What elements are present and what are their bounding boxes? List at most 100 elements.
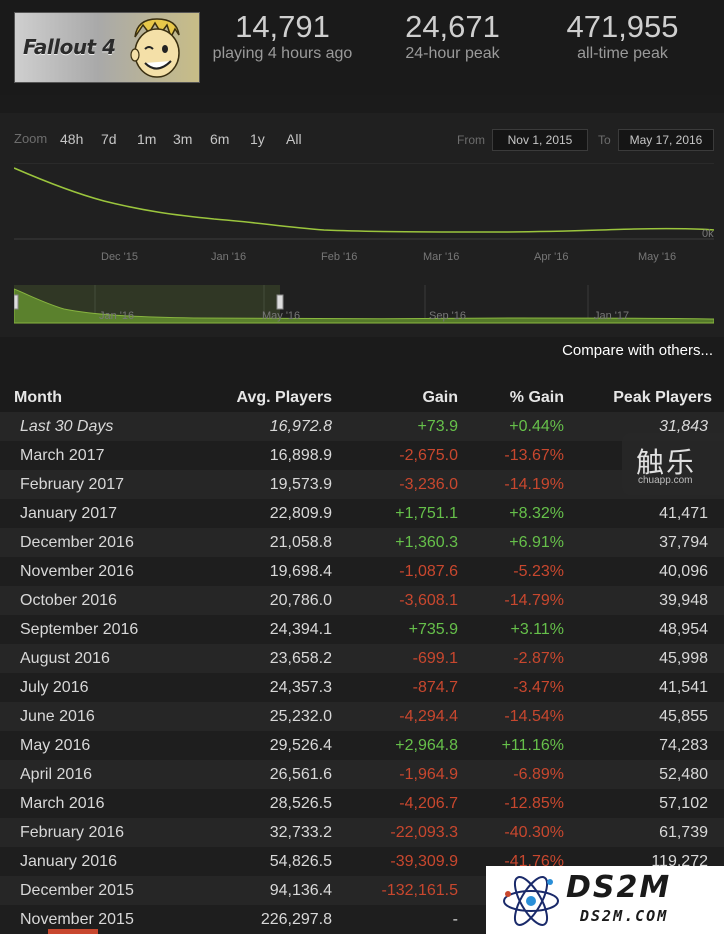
month-cell: February 2016 bbox=[0, 818, 200, 847]
nav-tick-label: Jan '16 bbox=[99, 310, 134, 322]
nav-tick-label: May '16 bbox=[262, 310, 300, 322]
logo-text: Fallout 4 bbox=[23, 35, 116, 59]
zoom-all-button[interactable]: All bbox=[286, 131, 302, 147]
game-header: Fallout 4 14,791 playing 4 hours ago 24,… bbox=[0, 0, 724, 95]
avg-players-cell: 22,809.9 bbox=[200, 499, 332, 528]
avg-players-cell: 21,058.8 bbox=[200, 528, 332, 557]
avg-players-cell: 54,826.5 bbox=[200, 847, 332, 876]
peak-players-cell: 41,471 bbox=[564, 499, 724, 528]
gain-cell: -874.7 bbox=[332, 673, 458, 702]
month-cell: June 2016 bbox=[0, 702, 200, 731]
zoom-3m-button[interactable]: 3m bbox=[173, 131, 193, 147]
table-row: January 2017 22,809.9 +1,751.1 +8.32% 41,471 bbox=[0, 499, 724, 528]
avg-players-cell: 23,658.2 bbox=[200, 644, 332, 673]
gain-cell: -22,093.3 bbox=[332, 818, 458, 847]
month-cell: September 2016 bbox=[0, 615, 200, 644]
avg-players-cell: 26,561.6 bbox=[200, 760, 332, 789]
peak-players-cell: 40,096 bbox=[564, 557, 724, 586]
avg-players-cell: 16,898.9 bbox=[200, 441, 332, 470]
gain-cell: -1,087.6 bbox=[332, 557, 458, 586]
month-cell: November 2015 bbox=[0, 905, 200, 934]
table-row: August 2016 23,658.2 -699.1 -2.87% 45,998 bbox=[0, 644, 724, 673]
navigator-chart[interactable]: Jan '16 May '16 Sep '16 Jan '17 bbox=[14, 285, 714, 325]
from-label: From bbox=[457, 133, 485, 147]
gain-cell: +73.9 bbox=[332, 412, 458, 441]
x-tick-label: Feb '16 bbox=[321, 251, 357, 263]
nav-tick-label: Sep '16 bbox=[429, 310, 466, 322]
scroll-indicator bbox=[48, 929, 98, 934]
month-cell: December 2015 bbox=[0, 876, 200, 905]
vault-boy-icon bbox=[130, 18, 180, 78]
peak-players-header[interactable]: Peak Players bbox=[564, 383, 724, 412]
peak-players-cell: 45,855 bbox=[564, 702, 724, 731]
player-chart-panel: Zoom 48h 7d 1m 3m 6m 1y All From Nov 1, … bbox=[0, 113, 724, 337]
avg-players-cell: 24,357.3 bbox=[200, 673, 332, 702]
watermark-text: 触乐 bbox=[636, 447, 697, 478]
gain-cell: +1,751.1 bbox=[332, 499, 458, 528]
avg-players-cell: 32,733.2 bbox=[200, 818, 332, 847]
pct-gain-cell: +8.32% bbox=[458, 499, 564, 528]
zoom-48h-button[interactable]: 48h bbox=[60, 131, 84, 147]
gain-cell: -3,608.1 bbox=[332, 586, 458, 615]
x-tick-label: Apr '16 bbox=[534, 251, 569, 263]
pct-gain-cell: -2.87% bbox=[458, 644, 564, 673]
player-count-line bbox=[14, 167, 714, 233]
compare-with-others-link[interactable]: Compare with others... bbox=[562, 342, 713, 359]
atom-icon bbox=[503, 876, 559, 926]
peak-players-cell: 37,794 bbox=[564, 528, 724, 557]
peak-players-cell: 74,283 bbox=[564, 731, 724, 760]
peak-players-cell: 48,954 bbox=[564, 615, 724, 644]
pct-gain-cell: +6.91% bbox=[458, 528, 564, 557]
table-row: February 2016 32,733.2 -22,093.3 -40.30% 61,… bbox=[0, 818, 724, 847]
table-row: November 2015 226,297.8- bbox=[0, 905, 724, 934]
gain-cell: -3,236.0 bbox=[332, 470, 458, 499]
zoom-7d-button[interactable]: 7d bbox=[101, 131, 117, 147]
table-row: September 2016 24,394.1 +735.9 +3.11% 48,954 bbox=[0, 615, 724, 644]
watermark-url: chuapp.com bbox=[638, 475, 693, 486]
zoom-1m-button[interactable]: 1m bbox=[137, 131, 157, 147]
avg-players-cell: 19,573.9 bbox=[200, 470, 332, 499]
peak-players-cell: 61,739 bbox=[564, 818, 724, 847]
gain-header[interactable]: Gain bbox=[332, 383, 458, 412]
gain-cell: -39,309.9 bbox=[332, 847, 458, 876]
pct-gain-cell: -14.54% bbox=[458, 702, 564, 731]
zoom-1y-button[interactable]: 1y bbox=[250, 131, 265, 147]
peak-players-cell: 41,541 bbox=[564, 673, 724, 702]
y-axis-label: 0k bbox=[702, 228, 714, 240]
avg-players-cell: 94,136.4 bbox=[200, 876, 332, 905]
navigator-left-handle[interactable] bbox=[14, 294, 19, 310]
table-header-row: Month Avg. Players Gain % Gain Peak Play… bbox=[0, 383, 724, 412]
peak-players-cell: 39,948 bbox=[564, 586, 724, 615]
month-cell: November 2016 bbox=[0, 557, 200, 586]
pct-gain-cell: -14.79% bbox=[458, 586, 564, 615]
avg-players-header[interactable]: Avg. Players bbox=[200, 383, 332, 412]
zoom-6m-button[interactable]: 6m bbox=[210, 131, 230, 147]
table-row: October 2016 20,786.0 -3,608.1 -14.79% 39,94… bbox=[0, 586, 724, 615]
avg-players-cell: 16,972.8 bbox=[200, 412, 332, 441]
pct-gain-cell: -13.67% bbox=[458, 441, 564, 470]
navigator-right-handle[interactable] bbox=[276, 294, 284, 310]
stat-value: 471,955 bbox=[566, 9, 679, 44]
month-cell: October 2016 bbox=[0, 586, 200, 615]
pct-gain-cell: -14.19% bbox=[458, 470, 564, 499]
month-header[interactable]: Month bbox=[0, 383, 200, 412]
nav-tick-label: Jan '17 bbox=[594, 310, 629, 322]
stat-label: 24-hour peak bbox=[405, 45, 500, 62]
from-date-input[interactable]: Nov 1, 2015 bbox=[492, 129, 588, 151]
pct-gain-cell: -40.30% bbox=[458, 818, 564, 847]
stat-value: 14,791 bbox=[235, 9, 330, 44]
avg-players-cell: 28,526.5 bbox=[200, 789, 332, 818]
game-logo[interactable]: Fallout 4 bbox=[14, 12, 200, 83]
gain-cell: -1,964.9 bbox=[332, 760, 458, 789]
zoom-label: Zoom bbox=[14, 131, 48, 146]
gain-cell: -699.1 bbox=[332, 644, 458, 673]
table-row: Last 30 Days 16,972.8 +73.9 +0.44% 31,843 bbox=[0, 412, 724, 441]
to-date-input[interactable]: May 17, 2016 bbox=[618, 129, 714, 151]
navigator-selection bbox=[14, 285, 280, 323]
stat-24h-peak: 24,671 24-hour peak bbox=[385, 10, 520, 64]
main-player-chart[interactable]: 0k Dec '15 Jan '16 Feb '16 Mar '16 Apr '… bbox=[14, 163, 714, 267]
gain-cell: -4,206.7 bbox=[332, 789, 458, 818]
pct-gain-header[interactable]: % Gain bbox=[458, 383, 564, 412]
pct-gain-cell: +0.44% bbox=[458, 412, 564, 441]
peak-players-cell: 45,998 bbox=[564, 644, 724, 673]
